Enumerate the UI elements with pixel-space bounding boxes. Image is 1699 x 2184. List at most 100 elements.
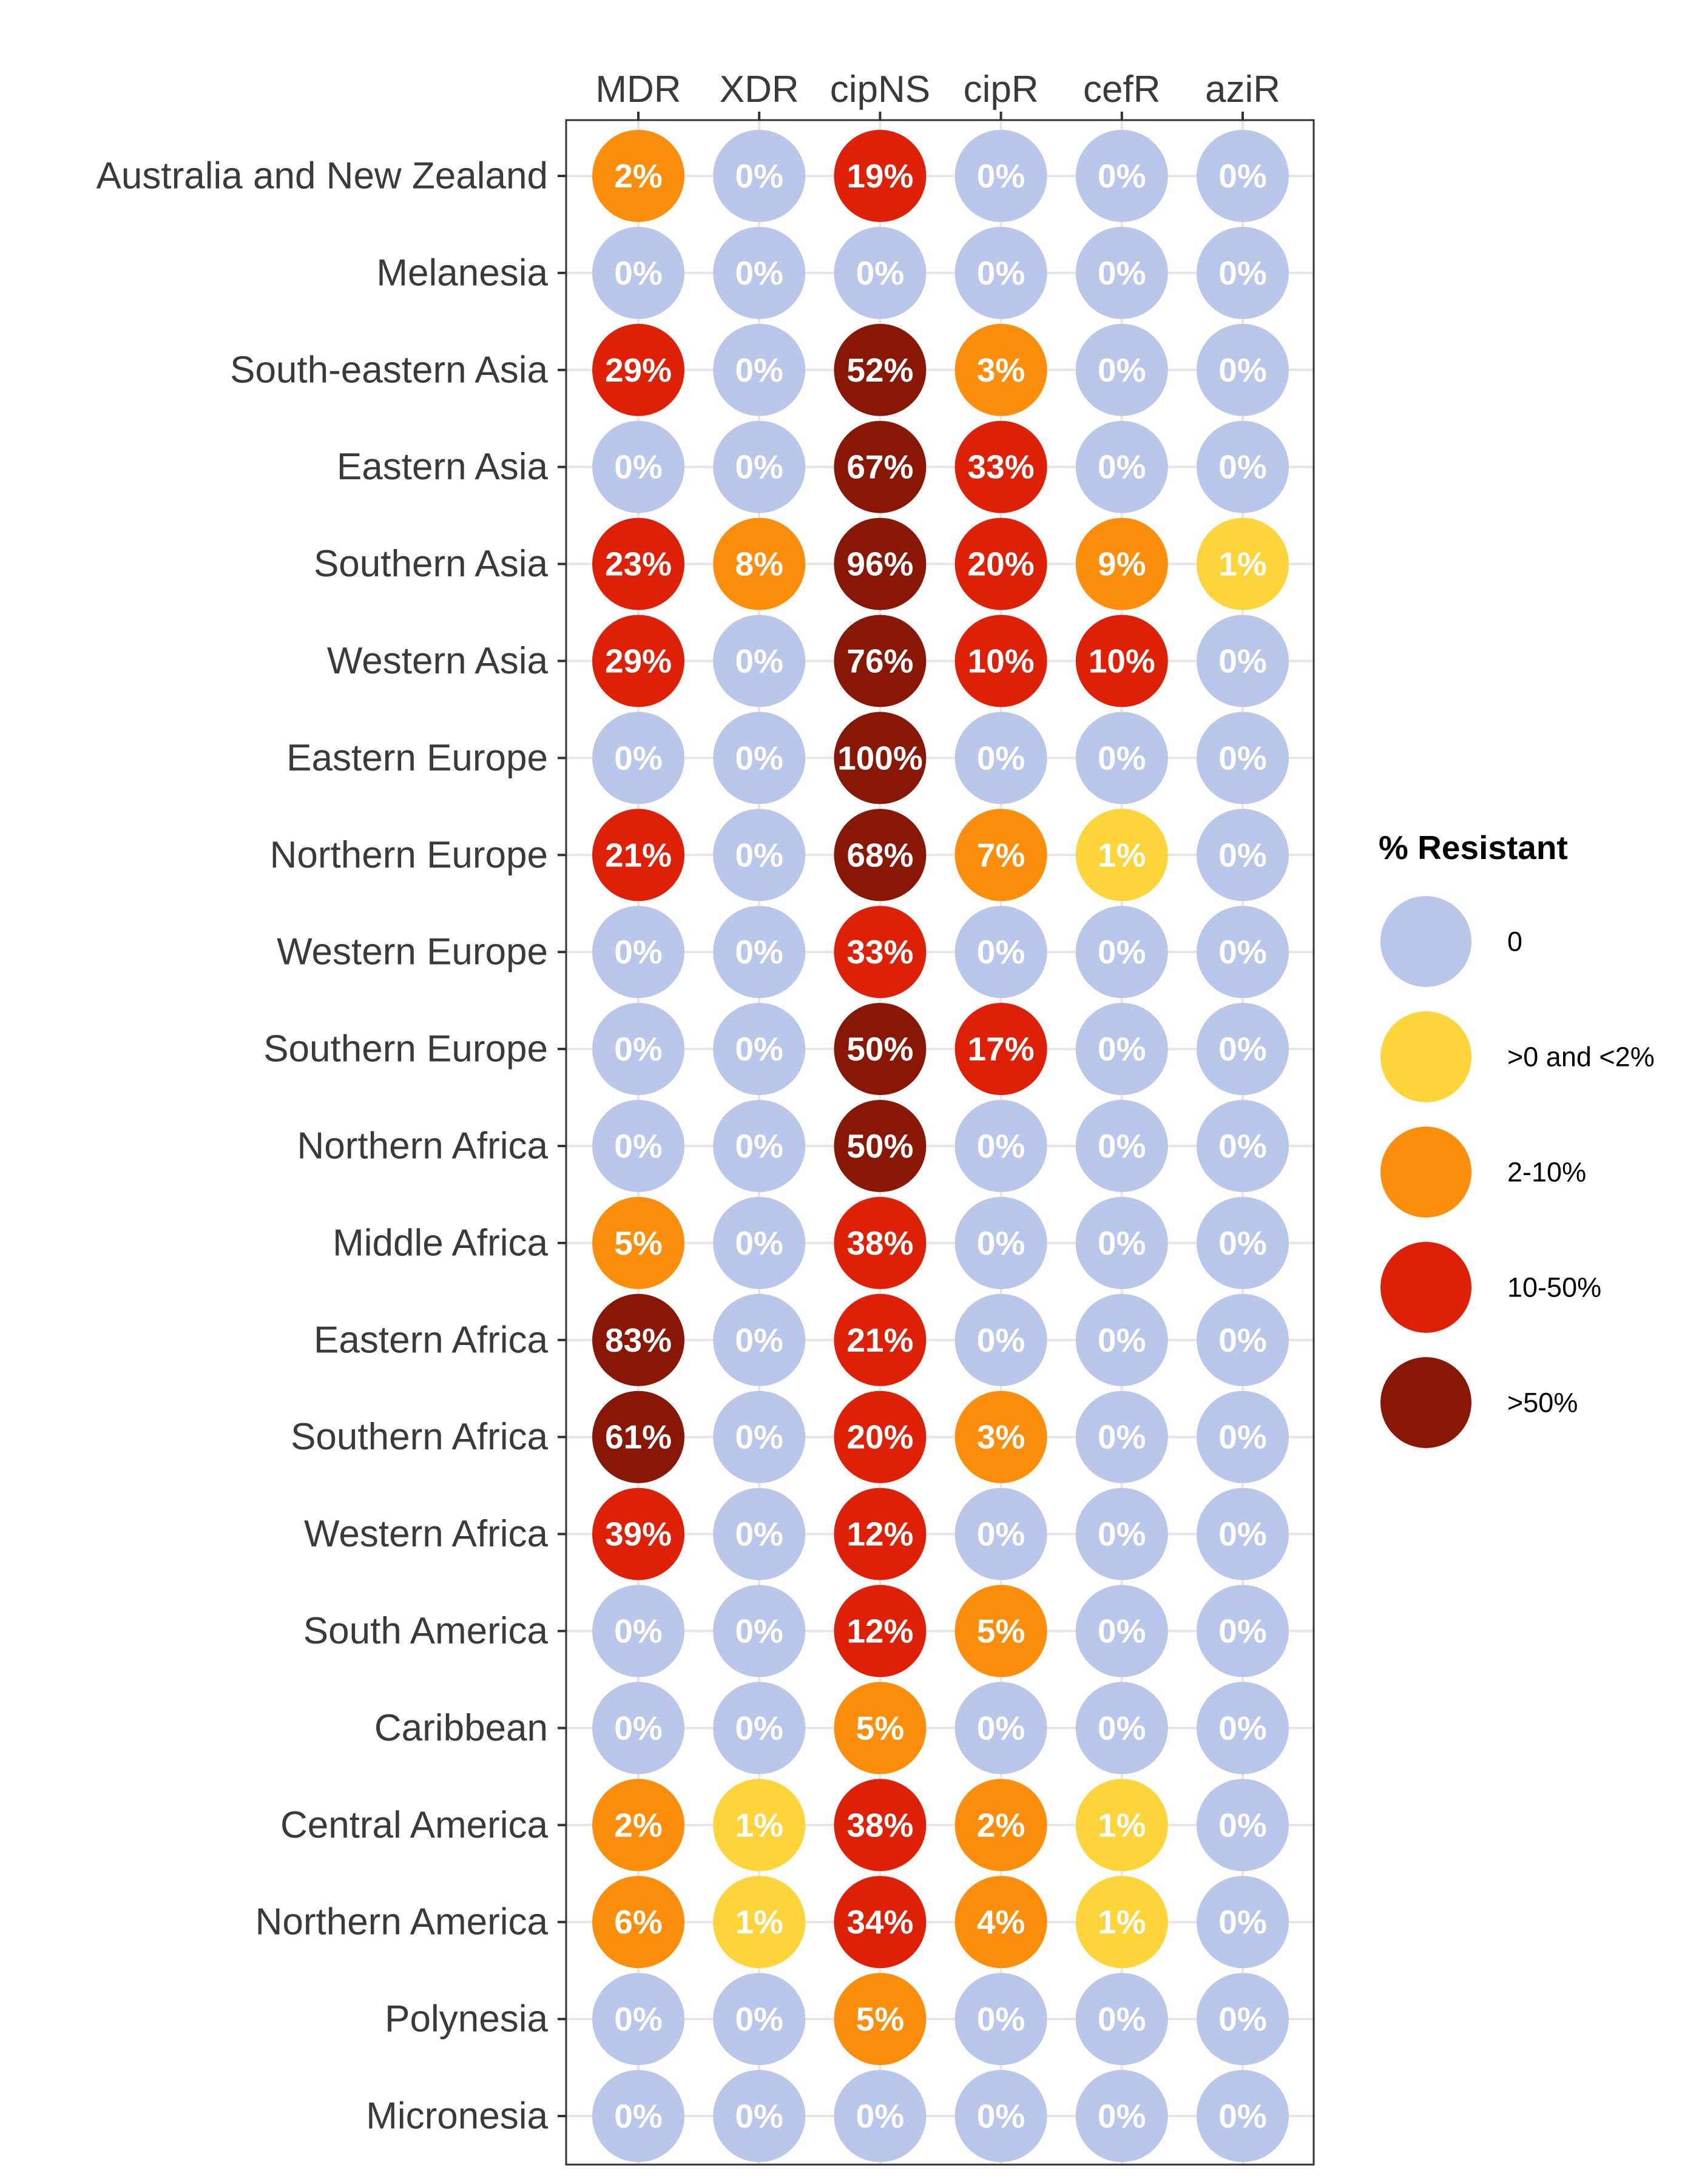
row-label: Western Africa <box>304 1513 549 1555</box>
heatmap-cell <box>1197 1973 1289 2066</box>
cell-value-label: 0% <box>735 448 783 486</box>
heatmap-cell <box>592 1100 684 1192</box>
heatmap-cell <box>592 130 684 222</box>
column-label: XDR <box>720 69 799 110</box>
cell-value-label: 12% <box>846 1515 913 1553</box>
heatmap-cell <box>1197 226 1289 319</box>
cell-value-label: 0% <box>1218 2000 1267 2038</box>
heatmap-cell <box>1075 1973 1168 2066</box>
row-label: Northern America <box>255 1901 549 1943</box>
heatmap-cell <box>713 809 806 902</box>
cell-value-label: 0% <box>977 1127 1025 1165</box>
heatmap-cell <box>1197 1293 1289 1386</box>
cell-value-label: 38% <box>846 1224 913 1262</box>
cell-value-label: 0% <box>1218 157 1267 195</box>
legend-label: >50% <box>1507 1387 1578 1418</box>
row-label: Western Asia <box>327 640 549 682</box>
cell-value-label: 0% <box>735 1613 783 1650</box>
cell-value-label: 0% <box>1098 2097 1146 2135</box>
heatmap-cell <box>1197 906 1289 999</box>
cell-value-label: 0% <box>735 157 783 195</box>
row-label: Southern Asia <box>314 543 549 585</box>
row-label: South-eastern Asia <box>230 349 548 391</box>
cell-value-label: 0% <box>1098 448 1146 486</box>
cell-value-label: 0% <box>614 933 663 971</box>
cell-value-label: 33% <box>968 448 1035 486</box>
cell-value-label: 0% <box>735 836 783 874</box>
heatmap-cell <box>592 1973 684 2066</box>
legend: % Resistant 0 >0 and <2% 2-10% 10-50% >50% <box>1379 829 1655 1448</box>
cell-value-label: 3% <box>977 1418 1025 1456</box>
cell-value-label: 19% <box>846 157 913 195</box>
heatmap-cell <box>834 517 927 610</box>
heatmap-cell <box>592 323 684 416</box>
row-label: Eastern Africa <box>314 1319 548 1361</box>
heatmap-cell <box>1075 130 1168 222</box>
row-label: South America <box>303 1610 549 1652</box>
row-label: Micronesia <box>366 2095 548 2137</box>
heatmap-cell <box>1197 1196 1289 1289</box>
heatmap-cell <box>592 1682 684 1774</box>
cell-value-label: 0% <box>1218 2097 1267 2135</box>
heatmap-cell <box>954 1682 1047 1774</box>
heatmap-cell <box>1075 615 1168 707</box>
cell-value-label: 0% <box>1098 157 1146 195</box>
heatmap-cell <box>1075 906 1168 999</box>
heatmap-cell <box>954 1779 1047 1872</box>
cell-value-label: 0% <box>977 2097 1025 2135</box>
cell-value-label: 23% <box>605 545 672 583</box>
cell-value-label: 0% <box>1218 1224 1267 1262</box>
heatmap-cell <box>713 1779 806 1872</box>
heatmap-cell <box>713 1003 806 1096</box>
cell-value-label: 0% <box>856 2097 905 2135</box>
cell-value-label: 0% <box>614 1613 663 1650</box>
legend-key <box>1380 1011 1471 1102</box>
row-label: Middle Africa <box>333 1222 548 1264</box>
heatmap-cell <box>592 1293 684 1386</box>
cell-value-label: 0% <box>735 1030 783 1068</box>
heatmap-cell <box>1197 2070 1289 2162</box>
heatmap-cell <box>954 420 1047 513</box>
heatmap-cell <box>954 1196 1047 1289</box>
cell-value-label: 21% <box>846 1321 913 1359</box>
heatmap-cell <box>834 1488 927 1580</box>
row-label: Western Europe <box>277 931 548 973</box>
cell-value-label: 0% <box>1218 1030 1267 1068</box>
cell-value-label: 2% <box>977 1806 1025 1844</box>
cell-value-label: 0% <box>1218 351 1267 389</box>
heatmap-cell <box>834 1100 927 1192</box>
column-label: cipR <box>964 69 1039 110</box>
heatmap-cells: 2% 0% 19% 0% 0% 0% 0% 0% 0% 0% 0% 0% 29% 0% 52% 3% 0% 0% 0… <box>592 130 1289 2162</box>
heatmap-cell <box>834 712 927 804</box>
cell-value-label: 0% <box>1218 933 1267 971</box>
cell-value-label: 0% <box>1218 448 1267 486</box>
heatmap-cell <box>1075 1682 1168 1774</box>
heatmap-cell <box>954 1973 1047 2066</box>
heatmap-cell <box>592 712 684 804</box>
heatmap-cell <box>592 1196 684 1289</box>
column-label: MDR <box>595 69 681 110</box>
cell-value-label: 0% <box>977 157 1025 195</box>
cell-value-label: 0% <box>977 739 1025 777</box>
cell-value-label: 0% <box>1098 1709 1146 1747</box>
legend-label: 10-50% <box>1507 1272 1601 1303</box>
cell-value-label: 76% <box>846 642 913 680</box>
heatmap-cell <box>713 1876 806 1969</box>
cell-value-label: 0% <box>735 2000 783 2038</box>
cell-value-label: 5% <box>856 2000 905 2038</box>
column-label: cefR <box>1083 69 1160 110</box>
heatmap-cell <box>713 906 806 999</box>
cell-value-label: 2% <box>614 157 663 195</box>
cell-value-label: 9% <box>1098 545 1146 583</box>
heatmap-cell <box>592 615 684 707</box>
heatmap-cell <box>1075 420 1168 513</box>
cell-value-label: 0% <box>1218 1418 1267 1456</box>
cell-value-label: 0% <box>735 351 783 389</box>
heatmap-cell <box>834 1973 927 2066</box>
heatmap-cell <box>713 130 806 222</box>
heatmap-cell <box>713 1682 806 1774</box>
cell-value-label: 0% <box>735 1321 783 1359</box>
cell-value-label: 1% <box>1218 545 1267 583</box>
heatmap-cell <box>713 1973 806 2066</box>
